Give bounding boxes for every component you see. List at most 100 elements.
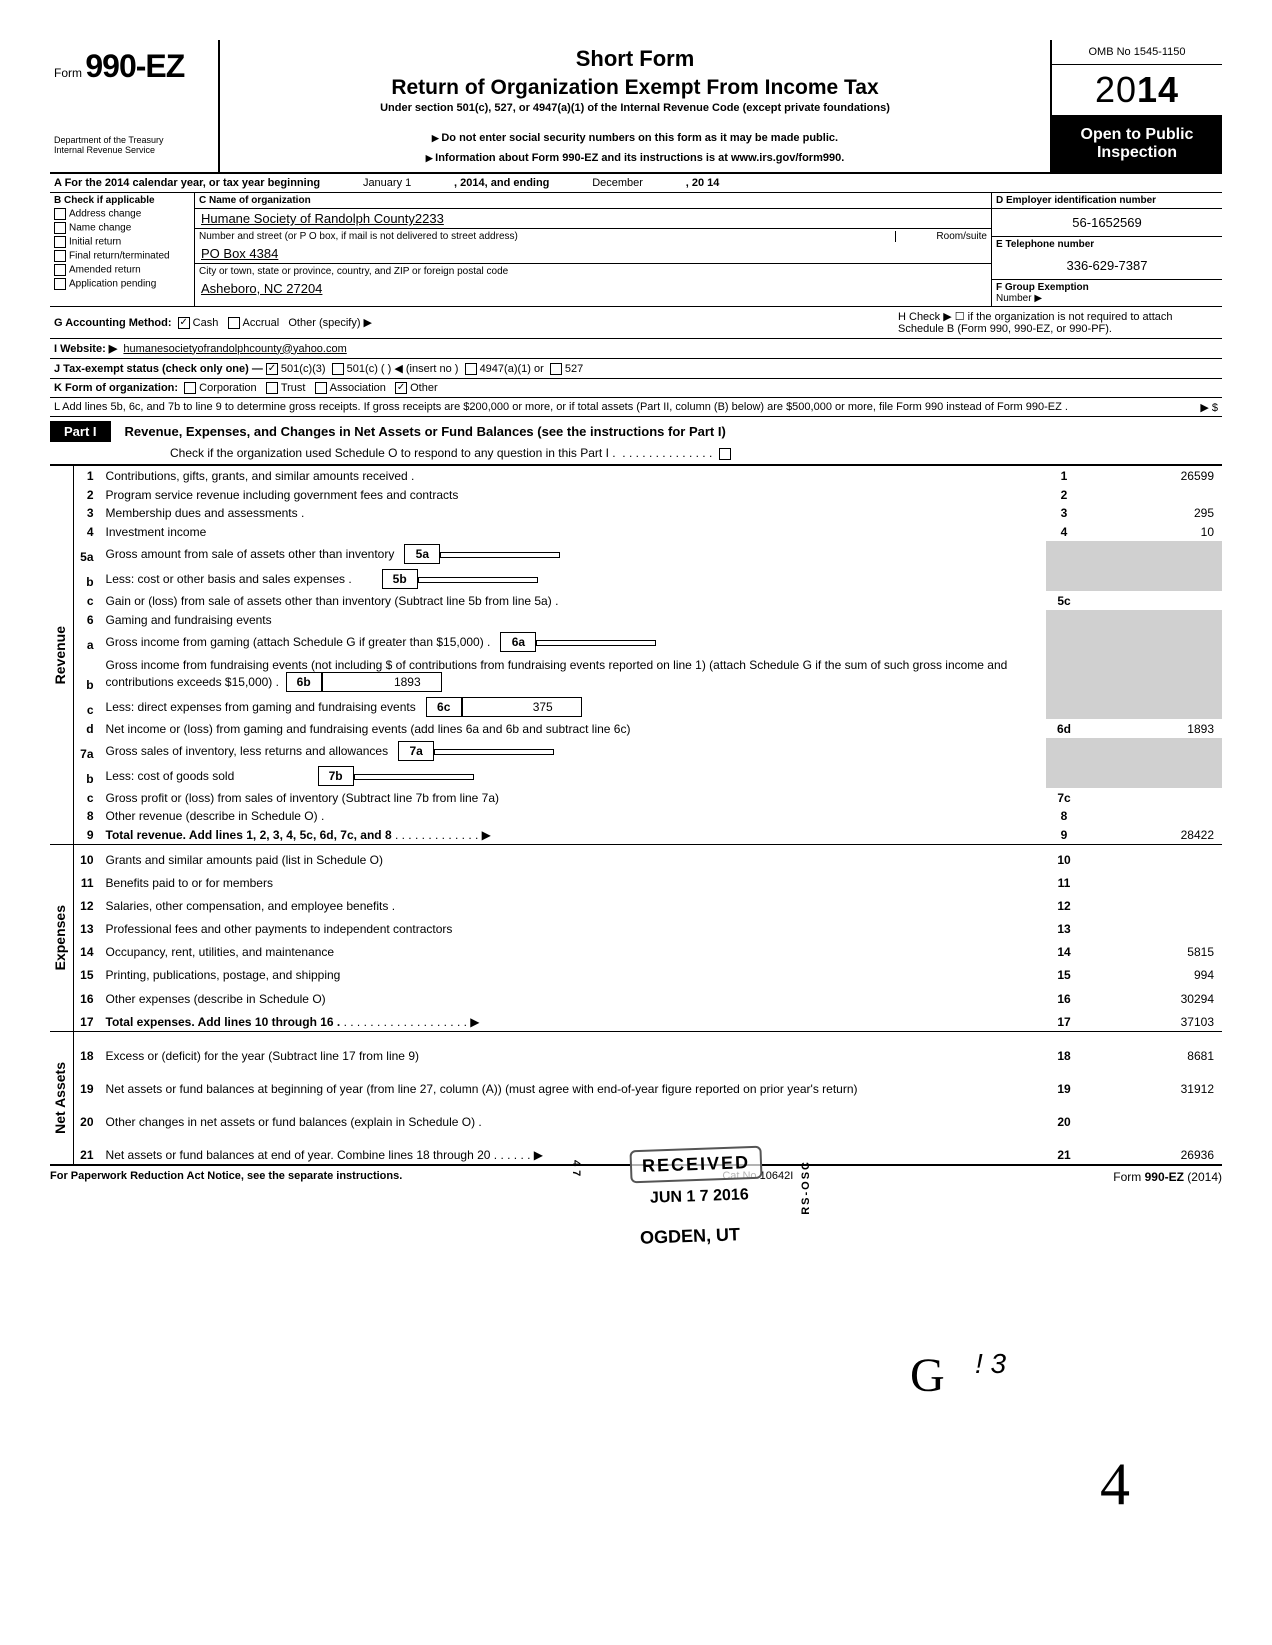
netassets-side: Net Assets xyxy=(50,1032,74,1164)
open-line2: Inspection xyxy=(1056,144,1218,162)
revenue-label: Revenue xyxy=(50,466,70,844)
f-sub: Number ▶ xyxy=(996,293,1042,304)
netassets-section: Net Assets 18Excess or (deficit) for the… xyxy=(50,1031,1222,1164)
revenue-side: Revenue xyxy=(50,466,74,844)
j-opt3: 4947(a)(1) or xyxy=(480,363,544,375)
checkbox-cash[interactable]: ✓ xyxy=(178,317,190,329)
checkbox-corp[interactable] xyxy=(184,382,196,394)
part1-title: Revenue, Expenses, and Changes in Net As… xyxy=(111,424,726,439)
col-d-label: D Employer identification number xyxy=(992,193,1222,209)
g-label: G Accounting Method: xyxy=(54,317,172,329)
row-a-begin: January 1 xyxy=(363,177,411,189)
expenses-table: 10Grants and similar amounts paid (list … xyxy=(74,845,1222,1030)
col-d: D Employer identification number 56-1652… xyxy=(992,193,1222,306)
omb-number: OMB No 1545-1150 xyxy=(1052,40,1222,65)
g-accrual: Accrual xyxy=(243,317,280,329)
g-other: Other (specify) ▶ xyxy=(288,317,372,329)
form-header-center: Short Form Return of Organization Exempt… xyxy=(220,40,1052,172)
checkbox-schedule-o[interactable] xyxy=(719,448,731,460)
stamp-ogden: OGDEN, UT xyxy=(640,1224,741,1248)
j-opt1: 501(c)(3) xyxy=(281,363,326,375)
part1-subtitle: Check if the organization used Schedule … xyxy=(50,442,1222,464)
cb-label-4: Amended return xyxy=(69,265,141,276)
cb-label-3: Final return/terminated xyxy=(69,251,170,262)
col-c-label: C Name of organization xyxy=(199,195,311,206)
k-trust: Trust xyxy=(281,382,306,394)
netassets-label: Net Assets xyxy=(50,1032,70,1164)
form-number: 990-EZ xyxy=(85,48,184,84)
checkbox-501c3[interactable]: ✓ xyxy=(266,363,278,375)
handwrite-3: ! 3 xyxy=(975,1348,1006,1380)
short-form-title: Short Form xyxy=(230,46,1040,72)
handwrite-4: 4 xyxy=(1100,1450,1130,1519)
checkbox-4947[interactable] xyxy=(465,363,477,375)
row-a-mid: , 2014, and ending xyxy=(454,177,549,189)
checkbox-other-org[interactable]: ✓ xyxy=(395,382,407,394)
open-to-public: Open to Public Inspection xyxy=(1052,116,1222,172)
section-bcd: B Check if applicable Address change Nam… xyxy=(50,193,1222,307)
row-i: I Website: ▶ humanesocietyofrandolphcoun… xyxy=(50,339,1222,359)
k-corp: Corporation xyxy=(199,382,256,394)
expenses-side: Expenses xyxy=(50,845,74,1030)
part1-sub-text: Check if the organization used Schedule … xyxy=(170,446,616,460)
checkbox-final-return[interactable] xyxy=(54,250,66,262)
row-h: H Check ▶ ☐ if the organization is not r… xyxy=(898,310,1218,335)
tax-year: 2014 xyxy=(1052,65,1222,116)
row-l: L Add lines 5b, 6c, and 7b to line 9 to … xyxy=(50,398,1222,417)
website-value: humanesocietyofrandolphcounty@yahoo.com xyxy=(123,343,346,355)
street-label-row: Number and street (or P O box, if mail i… xyxy=(195,228,991,244)
phone-value: 336-629-7387 xyxy=(992,252,1222,279)
form-header: Form 990-EZ Department of the Treasury I… xyxy=(50,40,1222,174)
row-g: G Accounting Method: ✓Cash Accrual Other… xyxy=(50,307,1222,339)
open-line1: Open to Public xyxy=(1056,126,1218,144)
e-label: E Telephone number xyxy=(996,239,1094,250)
footer-left: For Paperwork Reduction Act Notice, see … xyxy=(50,1170,402,1184)
col-c: C Name of organization Humane Society of… xyxy=(195,193,992,306)
col-b: B Check if applicable Address change Nam… xyxy=(50,193,195,306)
col-b-label: B Check if applicable xyxy=(54,195,155,206)
part1-header: Part I Revenue, Expenses, and Changes in… xyxy=(50,421,1222,442)
under-section: Under section 501(c), 527, or 4947(a)(1)… xyxy=(230,102,1040,114)
revenue-section: Revenue 1Contributions, gifts, grants, a… xyxy=(50,464,1222,844)
form-header-left: Form 990-EZ Department of the Treasury I… xyxy=(50,40,220,172)
checkbox-initial-return[interactable] xyxy=(54,236,66,248)
checkbox-address-change[interactable] xyxy=(54,208,66,220)
ein-value: 56-1652569 xyxy=(992,209,1222,236)
dept-line2: Internal Revenue Service xyxy=(54,145,214,155)
checkbox-name-change[interactable] xyxy=(54,222,66,234)
row-a-suffix: , 20 14 xyxy=(686,177,720,189)
city-label: City or town, state or province, country… xyxy=(195,263,991,279)
expenses-section: Expenses 10Grants and similar amounts pa… xyxy=(50,844,1222,1030)
k-label: K Form of organization: xyxy=(54,382,178,394)
street-label: Number and street (or P O box, if mail i… xyxy=(199,231,518,242)
netassets-table: 18Excess or (deficit) for the year (Subt… xyxy=(74,1032,1222,1164)
checkbox-amended-return[interactable] xyxy=(54,264,66,276)
stamp-side2: 47 xyxy=(570,1160,582,1180)
checkbox-accrual[interactable] xyxy=(228,317,240,329)
checkbox-application-pending[interactable] xyxy=(54,278,66,290)
checkbox-527[interactable] xyxy=(550,363,562,375)
cb-label-2: Initial return xyxy=(69,237,121,248)
do-not-enter: Do not enter social security numbers on … xyxy=(230,132,1040,144)
cb-label-1: Name change xyxy=(69,223,131,234)
j-opt4: 527 xyxy=(565,363,583,375)
g-cash: Cash xyxy=(193,317,219,329)
part1-badge: Part I xyxy=(50,421,111,442)
f-block: F Group Exemption Number ▶ xyxy=(992,279,1222,306)
checkbox-501c[interactable] xyxy=(332,363,344,375)
f-label: F Group Exemption xyxy=(996,282,1089,293)
form-number-block: Form 990-EZ xyxy=(54,48,214,85)
checkbox-trust[interactable] xyxy=(266,382,278,394)
handwrite-g: G xyxy=(910,1348,945,1403)
form-header-right: OMB No 1545-1150 2014 Open to Public Ins… xyxy=(1052,40,1222,172)
stamp-date: JUN 1 7 2016 xyxy=(650,1186,749,1207)
checkbox-assoc[interactable] xyxy=(315,382,327,394)
stamp-received: RECEIVED xyxy=(629,1146,762,1184)
city-value: Asheboro, NC 27204 xyxy=(195,279,991,298)
expenses-label: Expenses xyxy=(50,845,70,1030)
year-outline: 20 xyxy=(1095,69,1137,110)
i-label: I Website: ▶ xyxy=(54,342,117,355)
l-arrow: ▶ $ xyxy=(1200,401,1218,414)
row-a-prefix: A For the 2014 calendar year, or tax yea… xyxy=(54,177,320,189)
row-j: J Tax-exempt status (check only one) — ✓… xyxy=(50,359,1222,379)
